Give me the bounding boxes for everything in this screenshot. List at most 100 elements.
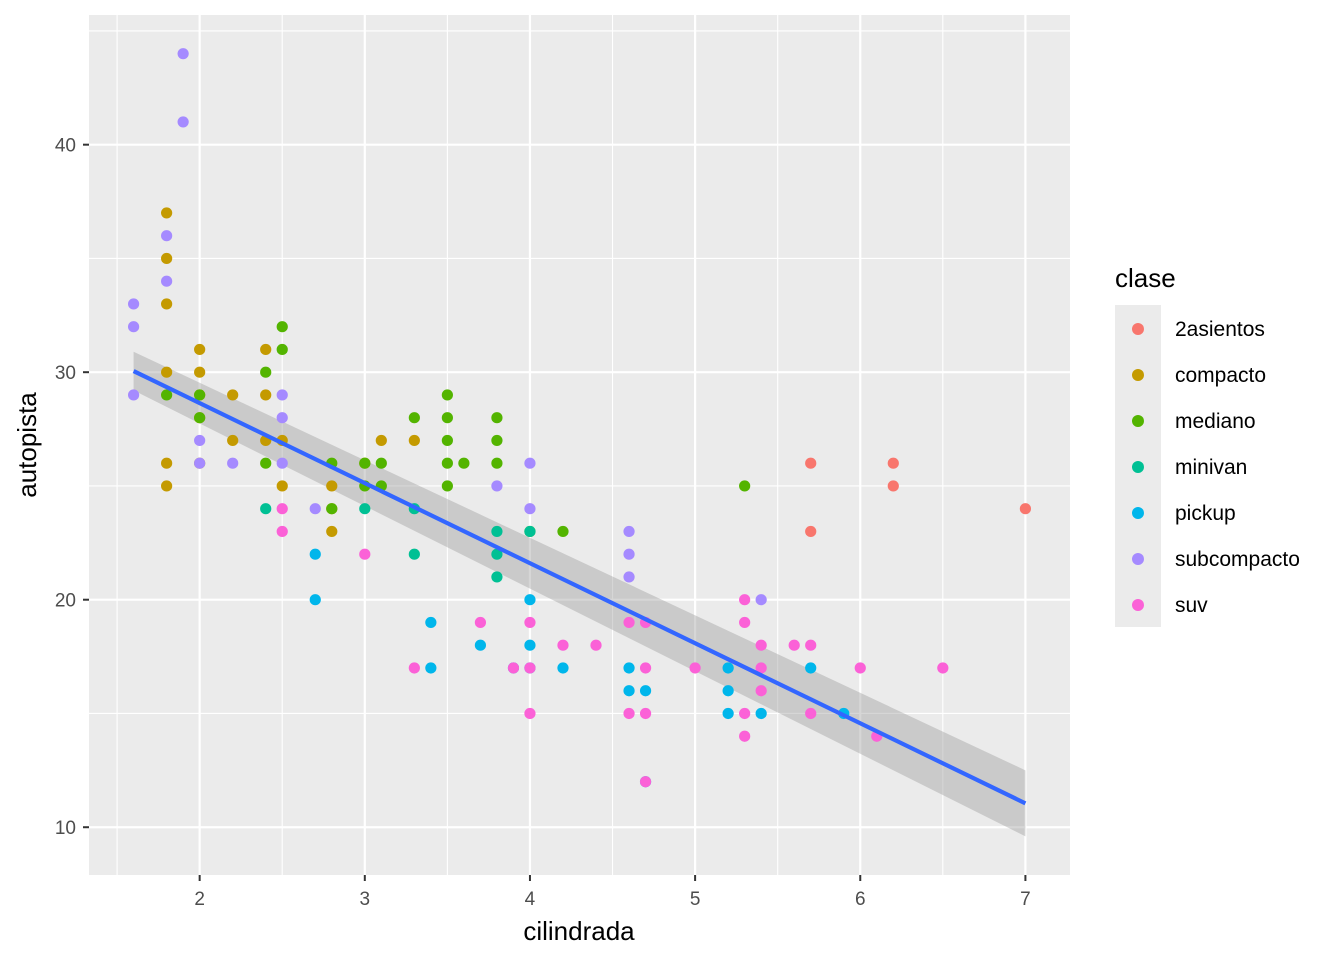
legend-key-subcompacto [1132, 553, 1144, 565]
point-pickup [309, 594, 321, 606]
point-compacto [161, 457, 173, 469]
point-mediano [260, 457, 272, 469]
y-tick-label: 40 [55, 136, 76, 157]
y-tick-label: 10 [55, 818, 76, 839]
legend-label: suv [1175, 594, 1208, 617]
point-compacto [194, 366, 206, 378]
point-suv [755, 662, 767, 674]
point-subcompacto [276, 412, 288, 424]
point-pickup [309, 548, 321, 560]
point-pickup [805, 662, 817, 674]
point-subcompacto [194, 457, 206, 469]
x-tick-label: 2 [194, 889, 205, 910]
point-mediano [441, 457, 453, 469]
point-2asientos [805, 525, 817, 538]
point-suv [755, 639, 767, 651]
legend-item-subcompacto: subcompacto [1132, 548, 1300, 571]
point-mediano [194, 412, 206, 424]
point-mediano [441, 434, 453, 447]
point-subcompacto [276, 389, 288, 401]
point-subcompacto [623, 571, 635, 583]
point-subcompacto [623, 525, 635, 538]
point-subcompacto [227, 457, 239, 469]
point-pickup [557, 662, 569, 674]
point-suv [854, 662, 866, 674]
point-suv [276, 525, 288, 538]
legend-title: clase [1115, 263, 1176, 293]
legend-label: subcompacto [1175, 548, 1300, 571]
point-subcompacto [127, 321, 140, 333]
legend-key-suv [1132, 599, 1144, 611]
point-suv [557, 639, 569, 651]
point-subcompacto [524, 457, 536, 469]
point-mediano [491, 434, 503, 447]
point-2asientos [1019, 503, 1032, 515]
point-pickup [524, 594, 536, 606]
legend-label: pickup [1175, 502, 1236, 525]
legend-label: mediano [1175, 410, 1256, 433]
point-pickup [474, 639, 487, 651]
point-suv [805, 707, 817, 720]
point-pickup [524, 639, 536, 651]
point-2asientos [805, 457, 817, 469]
legend-key-mediano [1132, 415, 1144, 427]
y-tick-label: 20 [55, 591, 76, 612]
point-compacto [260, 343, 272, 356]
point-subcompacto [161, 275, 173, 287]
point-subcompacto [524, 503, 536, 515]
point-minivan [491, 548, 503, 560]
regression-line [132, 369, 1027, 806]
legend-key-pickup [1132, 507, 1144, 519]
x-tick-label: 4 [525, 889, 536, 910]
point-suv [755, 685, 767, 697]
point-pickup [639, 685, 652, 697]
point-suv [639, 662, 652, 674]
point-suv [788, 639, 800, 651]
point-mediano [491, 457, 503, 469]
point-suv [408, 662, 420, 674]
point-subcompacto [755, 594, 767, 606]
point-suv [590, 639, 602, 651]
point-pickup [722, 707, 734, 720]
point-compacto [326, 525, 338, 538]
legend-key-compacto [1132, 369, 1144, 381]
point-mediano [441, 412, 453, 424]
point-suv [524, 707, 536, 720]
point-suv [359, 548, 371, 560]
point-suv [739, 594, 751, 606]
point-minivan [260, 503, 272, 515]
point-compacto [227, 389, 239, 401]
point-pickup [425, 662, 437, 674]
point-mediano [739, 480, 751, 492]
point-subcompacto [309, 503, 321, 515]
legend-label: compacto [1175, 364, 1266, 387]
x-tick-label: 3 [360, 889, 371, 910]
axes-layer: 2 3 4 5 6 7 10 20 30 40 [55, 136, 1031, 910]
confidence-band-layer [133, 351, 1026, 837]
legend-item-suv: suv [1132, 594, 1208, 617]
point-suv [524, 662, 536, 674]
point-subcompacto [276, 457, 288, 469]
point-compacto [276, 480, 288, 492]
point-mediano [194, 389, 206, 401]
point-pickup [623, 685, 635, 697]
point-suv [739, 730, 751, 742]
point-compacto [408, 434, 420, 447]
point-suv [739, 707, 751, 720]
point-mediano [326, 503, 338, 515]
x-tick-label: 6 [855, 889, 866, 910]
point-suv [689, 662, 701, 674]
point-mediano [260, 366, 272, 378]
point-compacto [260, 389, 272, 401]
point-suv [623, 707, 635, 720]
point-compacto [161, 480, 173, 492]
point-subcompacto [127, 389, 140, 401]
legend-item-pickup: pickup [1132, 502, 1236, 525]
point-suv [805, 639, 817, 651]
legend-key-2asientos [1132, 323, 1144, 335]
point-compacto [161, 207, 173, 219]
point-subcompacto [127, 298, 140, 310]
point-compacto [161, 298, 173, 310]
point-pickup [722, 685, 734, 697]
